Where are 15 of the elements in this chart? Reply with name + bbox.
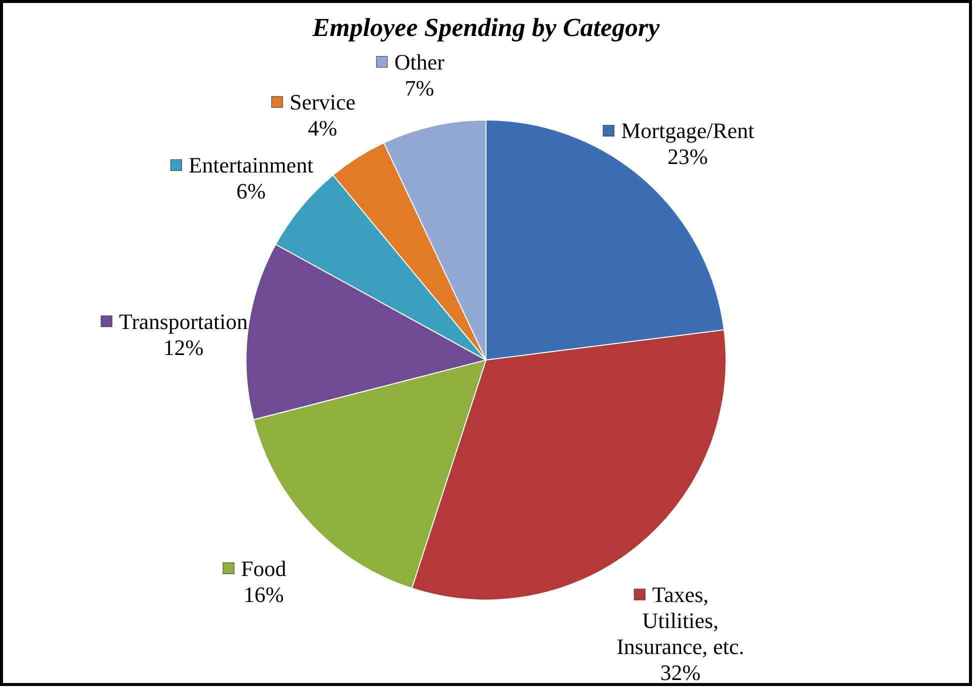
legend-label: Mortgage/Rent (621, 118, 754, 144)
legend-label: Entertainment (188, 152, 314, 178)
legend-label: Other (394, 49, 446, 74)
data-label: 12% (163, 334, 204, 360)
legend-label: Food (241, 556, 286, 581)
legend-label: Service (290, 89, 356, 114)
data-label: 32% (660, 660, 701, 686)
data-label: 4% (308, 115, 338, 140)
legend-label: Transportation (119, 308, 248, 334)
data-label: 6% (236, 178, 266, 204)
data-label: 7% (404, 75, 434, 100)
data-label: 23% (668, 144, 708, 170)
legend-label: Taxes, Utilities, Insurance, etc. (616, 582, 744, 660)
chart-title: Employee Spending by Category (311, 13, 660, 42)
data-label: 16% (244, 582, 284, 607)
